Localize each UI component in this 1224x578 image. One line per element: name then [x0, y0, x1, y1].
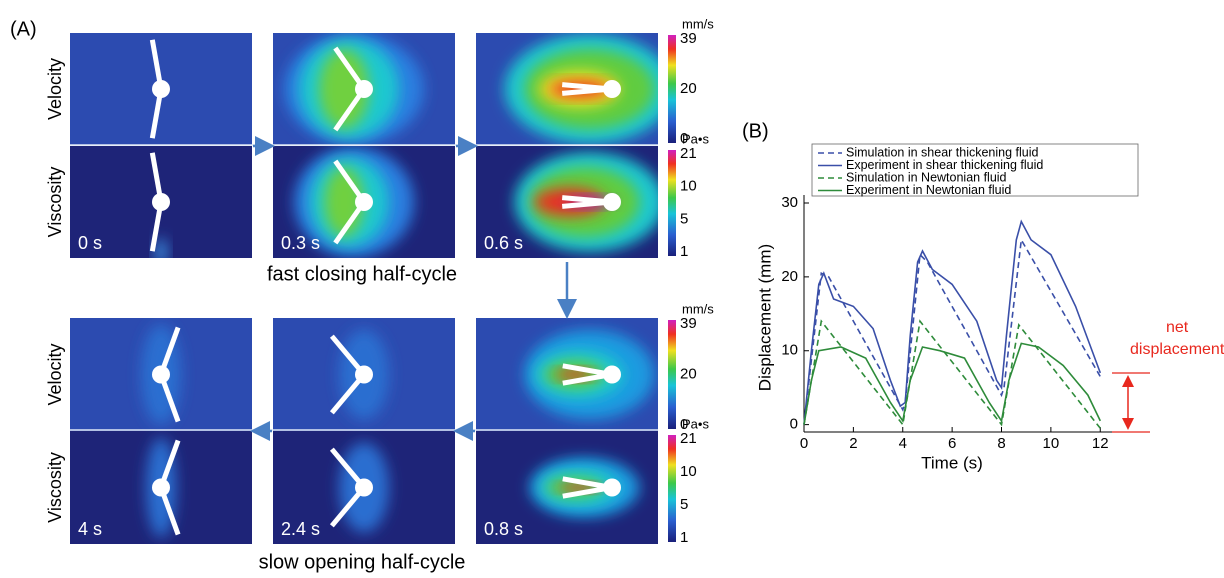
colorbar-tick-label: 1 [680, 243, 688, 260]
colorbar [668, 150, 676, 256]
hub [355, 80, 373, 98]
data-line [803, 342, 1102, 425]
hub [152, 80, 170, 98]
colorbar-tick-label: 10 [680, 178, 697, 195]
colorbar-tick-label: 1 [680, 529, 688, 546]
colorbar [668, 320, 676, 429]
colorbar-tick-label: 10 [680, 463, 697, 480]
colorbar [668, 35, 676, 143]
field-blobs [284, 34, 424, 144]
legend-label: Simulation in Newtonian fluid [846, 170, 1007, 184]
caption: fast closing half-cycle [267, 263, 457, 285]
colorbar-tick-label: 5 [680, 496, 688, 513]
colorbar-tick-label: 20 [680, 80, 697, 97]
simulation-panels: 0 s 0.3 s 0.6 sVelocityViscositymm/s39200P… [45, 16, 715, 546]
annotation: net [1166, 319, 1189, 336]
x-tick-label: 2 [849, 435, 857, 452]
colorbar-unit: mm/s [682, 301, 714, 316]
x-tick-label: 10 [1043, 435, 1060, 452]
y-tick-label: 0 [790, 416, 798, 433]
data-line [803, 237, 1101, 425]
hub [603, 80, 621, 98]
row-label: Velocity [45, 58, 65, 120]
field-blobs [155, 238, 167, 258]
x-axis-label: Time (s) [921, 453, 983, 472]
x-tick-label: 0 [800, 435, 808, 452]
annotation: displacement [1130, 341, 1224, 358]
hub [603, 193, 621, 211]
colorbar-tick-label: 5 [680, 210, 688, 227]
hub [603, 365, 621, 384]
colorbar [668, 435, 676, 542]
field-blobs [529, 457, 640, 518]
colorbar-tick-label: 39 [680, 30, 697, 47]
colorbar-tick-label: 21 [680, 145, 697, 162]
hub [152, 193, 170, 211]
colorbar-tick-label: 0 [680, 416, 688, 433]
y-tick-label: 20 [781, 268, 798, 285]
field-blobs [294, 147, 414, 257]
time-label: 4 s [78, 519, 102, 539]
y-tick-label: 30 [781, 194, 798, 211]
panel-label: (B) [742, 120, 769, 142]
time-label: 0.6 s [484, 233, 523, 253]
hub [603, 478, 621, 497]
time-label: 0.8 s [484, 519, 523, 539]
hub [355, 193, 373, 211]
field-blobs [524, 329, 655, 420]
hub [355, 478, 373, 497]
x-tick-label: 6 [948, 435, 956, 452]
y-axis-label: Displacement (mm) [755, 244, 774, 391]
data-line [803, 319, 1101, 429]
hub [355, 365, 373, 384]
row-label: Viscosity [45, 452, 65, 523]
hub [152, 478, 170, 497]
time-label: 0 s [78, 233, 102, 253]
colorbar-unit: Pa•s [682, 416, 709, 431]
data-line [803, 219, 1102, 425]
x-tick-label: 12 [1092, 435, 1109, 452]
colorbar-tick-label: 21 [680, 430, 697, 447]
legend-label: Simulation in shear thickening fluid [846, 145, 1039, 159]
panel-label: (A) [10, 18, 37, 40]
colorbar-tick-label: 20 [680, 365, 697, 382]
colorbar-tick-label: 39 [680, 315, 697, 332]
colorbar-unit: Pa•s [682, 131, 709, 146]
time-label: 0.3 s [281, 233, 320, 253]
flow-arrows [250, 136, 577, 441]
colorbar-tick-label: 0 [680, 130, 688, 147]
legend-label: Experiment in Newtonian fluid [846, 183, 1011, 197]
row-label: Velocity [45, 343, 65, 405]
time-label: 2.4 s [281, 519, 320, 539]
caption: slow opening half-cycle [259, 551, 466, 573]
x-tick-label: 8 [997, 435, 1005, 452]
row-label: Viscosity [45, 167, 65, 238]
field-blob [155, 238, 167, 258]
legend-label: Experiment in shear thickening fluid [846, 158, 1043, 172]
colorbar-unit: mm/s [682, 16, 714, 31]
x-tick-label: 4 [899, 435, 907, 452]
hub [152, 365, 170, 384]
field-blob [319, 49, 369, 129]
legend-box [811, 143, 1139, 197]
y-tick-label: 10 [781, 342, 798, 359]
